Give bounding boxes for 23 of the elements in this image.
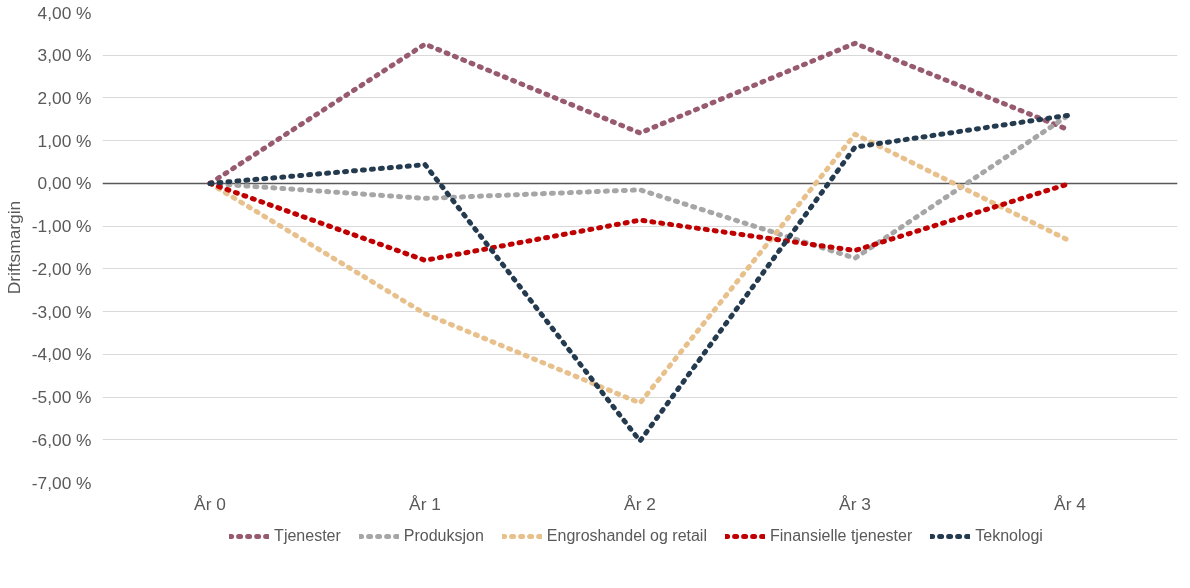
x-tick-label: År 4 [1054, 493, 1087, 514]
y-axis-title: Driftsmargin [3, 200, 24, 295]
y-tick-label: 4,00 % [37, 2, 92, 23]
y-tick-label: -4,00 % [31, 344, 92, 365]
y-tick-label: 1,00 % [37, 130, 92, 151]
y-tick-label: -3,00 % [31, 301, 92, 322]
legend-label: Produksjon [403, 527, 484, 545]
y-tick-label: -7,00 % [31, 472, 92, 493]
y-tick-label: 0,00 % [37, 173, 92, 194]
legend-label: Tjenester [274, 527, 341, 545]
x-tick-label: År 3 [839, 493, 871, 514]
legend-label: Finansielle tjenester [769, 527, 913, 545]
y-tick-label: 3,00 % [37, 45, 92, 66]
y-tick-label: -2,00 % [31, 258, 92, 279]
x-tick-label: År 1 [409, 493, 441, 514]
y-tick-label: -5,00 % [31, 387, 92, 408]
y-tick-label: 2,00 % [37, 87, 92, 108]
legend-label: Engroshandel og retail [546, 527, 707, 545]
x-tick-label: År 2 [624, 493, 656, 514]
y-tick-label: -1,00 % [31, 216, 92, 237]
y-tick-label: -6,00 % [31, 429, 92, 450]
x-tick-label: År 0 [194, 493, 226, 514]
legend-label: Teknologi [975, 527, 1043, 545]
